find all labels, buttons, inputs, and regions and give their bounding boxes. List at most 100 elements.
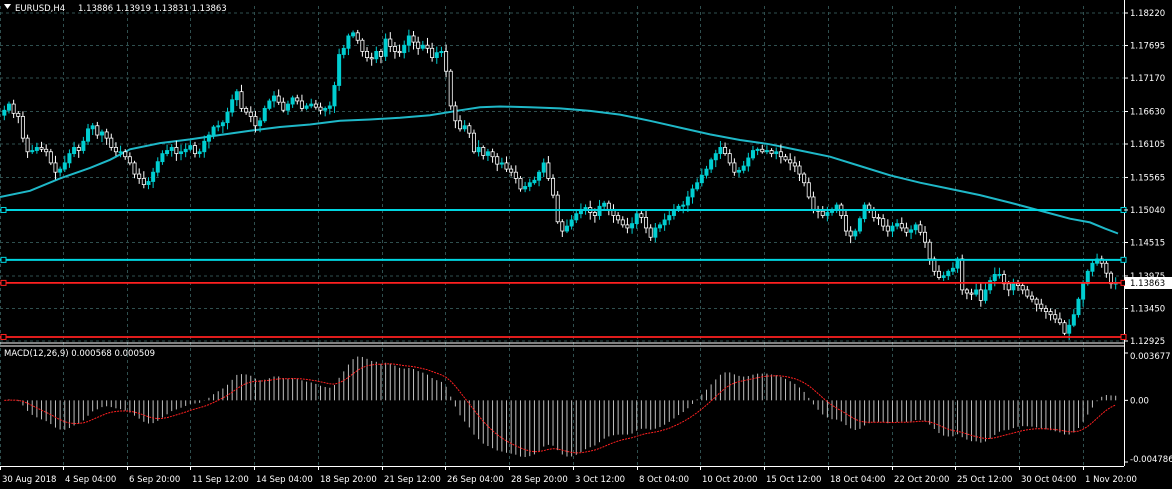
candle-bear <box>769 150 774 155</box>
candle-bear <box>1053 314 1058 320</box>
moving-average-line <box>0 105 1119 235</box>
candle-bull <box>764 150 769 153</box>
candle-bear <box>899 223 904 229</box>
candle-bull <box>337 54 342 86</box>
candle-bull <box>202 140 207 153</box>
candle-bull <box>853 230 858 237</box>
candle-bull <box>383 38 388 57</box>
level-handle-left[interactable] <box>0 333 7 340</box>
candle-bear <box>620 219 625 226</box>
x-tick-label: 30 Aug 2018 <box>2 475 56 485</box>
candle-bear <box>318 106 323 111</box>
candle-bear <box>192 145 197 155</box>
candle-bear <box>936 270 941 278</box>
candle-bear <box>1104 262 1109 274</box>
candle-bear <box>504 162 509 170</box>
candle-bear <box>848 230 853 237</box>
macd-y-tick-label: 0.003677 <box>1130 352 1171 362</box>
candle-bull <box>304 105 309 109</box>
macd-header: MACD(12,26,9) 0.000568 0.000509 <box>4 349 155 359</box>
candle-bear <box>546 162 551 179</box>
candle-bear <box>430 47 435 59</box>
y-tick-label: 1.12925 <box>1130 337 1165 347</box>
candle-bull <box>351 32 356 37</box>
y-tick-label: 1.16630 <box>1130 107 1165 117</box>
level-handle-left[interactable] <box>0 206 7 213</box>
candle-bear <box>25 137 30 153</box>
candle-bear <box>355 32 360 41</box>
x-tick-label: 6 Sep 20:00 <box>129 475 180 485</box>
candle-bear <box>416 41 421 49</box>
candle-bear <box>876 217 881 220</box>
candle-bear <box>369 57 374 60</box>
candle-bear <box>1057 318 1062 324</box>
candle-bull <box>667 215 672 221</box>
current-price-value: 1.13863 <box>1130 279 1165 289</box>
candle-bull <box>290 97 295 105</box>
candle-bull <box>713 153 718 161</box>
candle-bear <box>276 95 281 103</box>
candle-bear <box>727 153 732 164</box>
candle-bull <box>62 162 67 170</box>
triangle-down-icon[interactable] <box>4 4 11 9</box>
candle-bull <box>676 205 681 210</box>
candle-bear <box>927 241 932 260</box>
candle-bull <box>564 225 569 232</box>
level-handle-right[interactable] <box>1120 256 1127 263</box>
candle-bear <box>918 224 923 233</box>
macd-y-tick-label: 0.00 <box>1130 396 1149 406</box>
horizontal-levels[interactable] <box>0 206 1127 340</box>
candle-bear <box>1006 283 1011 291</box>
candle-bull <box>327 105 332 109</box>
candle-bull <box>439 51 444 54</box>
candle-bear <box>295 97 300 102</box>
candle-bull <box>602 202 607 207</box>
candle-bear <box>239 91 244 109</box>
candle-bear <box>244 107 249 113</box>
candle-bull <box>402 44 407 54</box>
candle-bear <box>1029 295 1034 300</box>
candle-bear <box>923 231 928 243</box>
candle-bull <box>67 153 72 164</box>
level-handle-left[interactable] <box>0 279 7 286</box>
candle-bear <box>811 196 816 210</box>
candles <box>2 29 1118 340</box>
candle-bear <box>48 151 53 164</box>
candle-bull <box>169 147 174 151</box>
candle-bull <box>890 225 895 232</box>
candle-bull <box>974 289 979 295</box>
candle-bear <box>248 111 253 117</box>
candle-bull <box>485 151 490 156</box>
candle-bull <box>718 147 723 155</box>
candle-bear <box>299 100 304 109</box>
candle-bull <box>72 147 77 155</box>
candle-bear <box>783 156 788 161</box>
candle-bull <box>206 134 211 142</box>
candle-bear <box>444 51 449 72</box>
candle-bear <box>732 162 737 173</box>
candle-bear <box>648 227 653 238</box>
x-tick-label: 3 Oct 12:00 <box>575 475 625 485</box>
level-handle-left[interactable] <box>0 256 7 263</box>
y-tick-label: 1.17695 <box>1130 42 1165 52</box>
candle-bull <box>332 85 337 107</box>
candle-bull <box>323 107 328 111</box>
x-tick-label: 26 Sep 04:00 <box>447 475 504 485</box>
candle-bull <box>574 213 579 221</box>
candle-bull <box>541 162 546 173</box>
candle-bull <box>1076 298 1081 316</box>
level-handle-right[interactable] <box>1120 333 1127 340</box>
candle-bear <box>174 147 179 155</box>
x-tick-label: 8 Oct 04:00 <box>639 475 689 485</box>
candle-bear <box>313 103 318 108</box>
candle-bear <box>1062 322 1067 334</box>
candle-bull <box>704 168 709 176</box>
candle-bull <box>895 223 900 227</box>
candle-bear <box>978 289 983 301</box>
candle-bear <box>639 213 644 218</box>
x-tick-label: 28 Sep 20:00 <box>511 475 568 485</box>
candle-bull <box>462 125 467 130</box>
candle-bear <box>518 177 523 190</box>
candle-bear <box>378 51 383 57</box>
